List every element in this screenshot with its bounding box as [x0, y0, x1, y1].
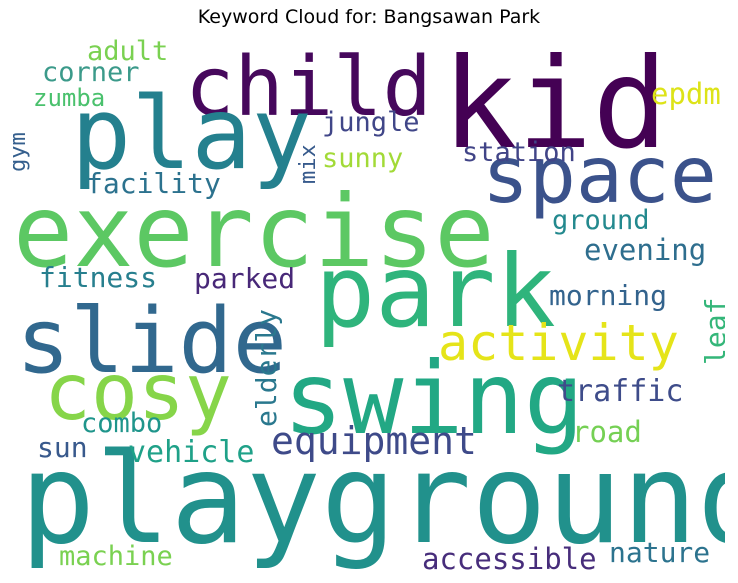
- word-facility: facility: [86, 167, 221, 200]
- word-child: child: [185, 40, 432, 135]
- word-accessible: accessible: [422, 542, 597, 576]
- word-equipment: equipment: [271, 419, 477, 463]
- word-swing: swing: [283, 340, 585, 457]
- word-parked: parked: [194, 262, 296, 295]
- word-playground: playground: [20, 427, 725, 572]
- word-leaf: leaf: [699, 297, 725, 365]
- chart-title: Keyword Cloud for: Bangsawan Park: [197, 6, 541, 28]
- word-sun: sun: [37, 431, 88, 464]
- word-mix: mix: [296, 144, 321, 184]
- word-elderly: elderly: [250, 308, 283, 427]
- word-morning: morning: [549, 279, 668, 312]
- word-evening: evening: [584, 233, 707, 267]
- word-zumba: zumba: [33, 84, 106, 112]
- word-kid: kid: [442, 32, 668, 177]
- word-gym: gym: [13, 132, 31, 172]
- word-slide: slide: [16, 289, 287, 394]
- word-park: park: [315, 233, 556, 350]
- word-cloud: kid child play space exercise park slide…: [13, 32, 725, 580]
- word-space: space: [482, 131, 717, 221]
- word-epdm: epdm: [651, 77, 721, 111]
- word-nature: nature: [609, 536, 711, 569]
- word-jungle: jungle: [322, 107, 420, 138]
- word-play: play: [71, 75, 312, 192]
- word-combo: combo: [81, 408, 163, 439]
- word-adult: adult: [87, 36, 169, 67]
- word-cosy: cosy: [44, 348, 232, 438]
- word-station: station: [462, 137, 576, 168]
- word-road: road: [572, 415, 642, 449]
- word-activity: activity: [438, 314, 679, 372]
- word-vehicle: vehicle: [128, 435, 255, 470]
- word-machine: machine: [59, 541, 173, 572]
- word-ground: ground: [552, 205, 650, 236]
- word-fitness: fitness: [39, 261, 158, 294]
- word-exercise: exercise: [13, 173, 495, 290]
- word-sunny: sunny: [322, 143, 404, 174]
- word-traffic: traffic: [557, 374, 684, 409]
- word-corner: corner: [42, 57, 140, 88]
